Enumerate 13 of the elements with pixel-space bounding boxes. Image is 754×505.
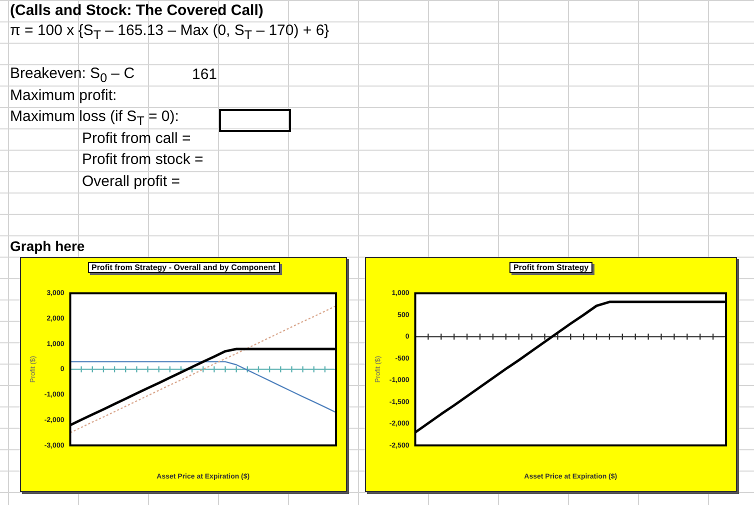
text: Breakeven: S$_{0}$ – C bbox=[10, 65, 135, 87]
line-series bbox=[70, 305, 337, 434]
text: Maximum loss (if S$_{T}$ = 0): bbox=[10, 108, 179, 130]
chart-title: Profit from Strategy - Overall and by Component bbox=[87, 262, 280, 273]
text: 161 bbox=[192, 66, 218, 84]
text: (Calls and Stock: The Covered Call) bbox=[10, 2, 264, 20]
text: Profit from stock = bbox=[82, 151, 204, 169]
text: π = 100 x {S$_{T}$ – 165.13 – Max (0, S$_{T}$ – 170) + 6} bbox=[10, 22, 330, 44]
text: Maximum profit: bbox=[10, 87, 117, 105]
text: Profit from call = bbox=[82, 130, 191, 148]
text: Overall profit = bbox=[82, 173, 180, 191]
chart-title: Profit from Strategy bbox=[509, 262, 593, 273]
text: Graph here bbox=[10, 237, 85, 255]
